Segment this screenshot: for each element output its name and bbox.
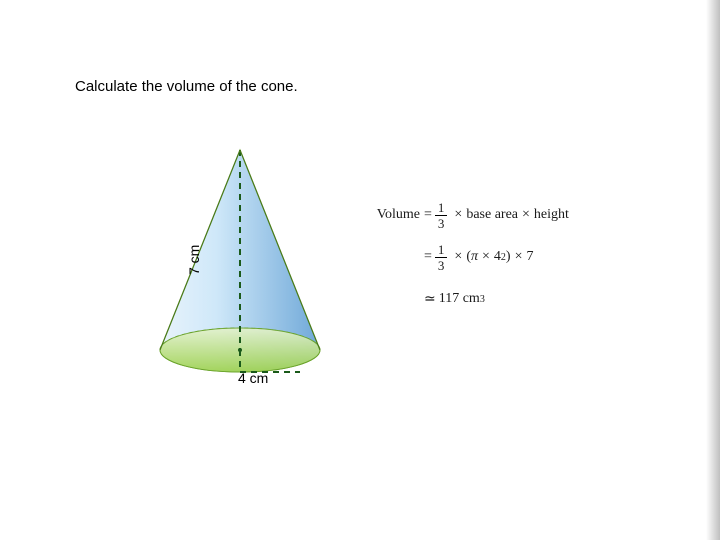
formula-row-2: = 1 3 × ( π × 4 2 ) × 7: [365, 242, 569, 272]
radius-label: 4 cm: [238, 370, 268, 386]
result-exp: 3: [480, 294, 485, 305]
formula-row-3: ≃ 117 cm 3: [365, 284, 569, 314]
approx-sign: ≃: [424, 291, 436, 308]
result-unit: cm: [463, 291, 480, 307]
times-5: ×: [515, 249, 523, 265]
frac-num: 1: [435, 201, 448, 216]
times-4: ×: [482, 249, 490, 265]
times-3: ×: [454, 249, 462, 265]
page-title: Calculate the volume of the cone.: [75, 78, 298, 95]
eq-sign: =: [424, 207, 432, 223]
rparen: ): [506, 249, 511, 265]
formula-block: Volume = 1 3 × base area × height = 1 3 …: [365, 200, 569, 326]
pi-symbol: π: [471, 249, 478, 265]
height-text: height: [534, 207, 569, 223]
frac-den: 3: [435, 216, 448, 230]
fraction-2: 1 3: [435, 243, 448, 272]
radius-val: 4: [494, 249, 501, 265]
result-val: 117: [439, 291, 459, 307]
cone-diagram: [140, 140, 340, 400]
base-area-text: base area: [466, 207, 518, 223]
frac-den-2: 3: [435, 258, 448, 272]
frac-num-2: 1: [435, 243, 448, 258]
times-1: ×: [454, 207, 462, 223]
cone-svg: [140, 140, 340, 400]
fraction-1: 1 3: [435, 201, 448, 230]
formula-lhs: Volume: [365, 207, 420, 223]
times-2: ×: [522, 207, 530, 223]
right-edge-shadow: [706, 0, 720, 540]
eq-sign-2: =: [424, 249, 432, 265]
height-label: 7 cm: [186, 245, 202, 275]
formula-row-1: Volume = 1 3 × base area × height: [365, 200, 569, 230]
height-val: 7: [526, 249, 533, 265]
